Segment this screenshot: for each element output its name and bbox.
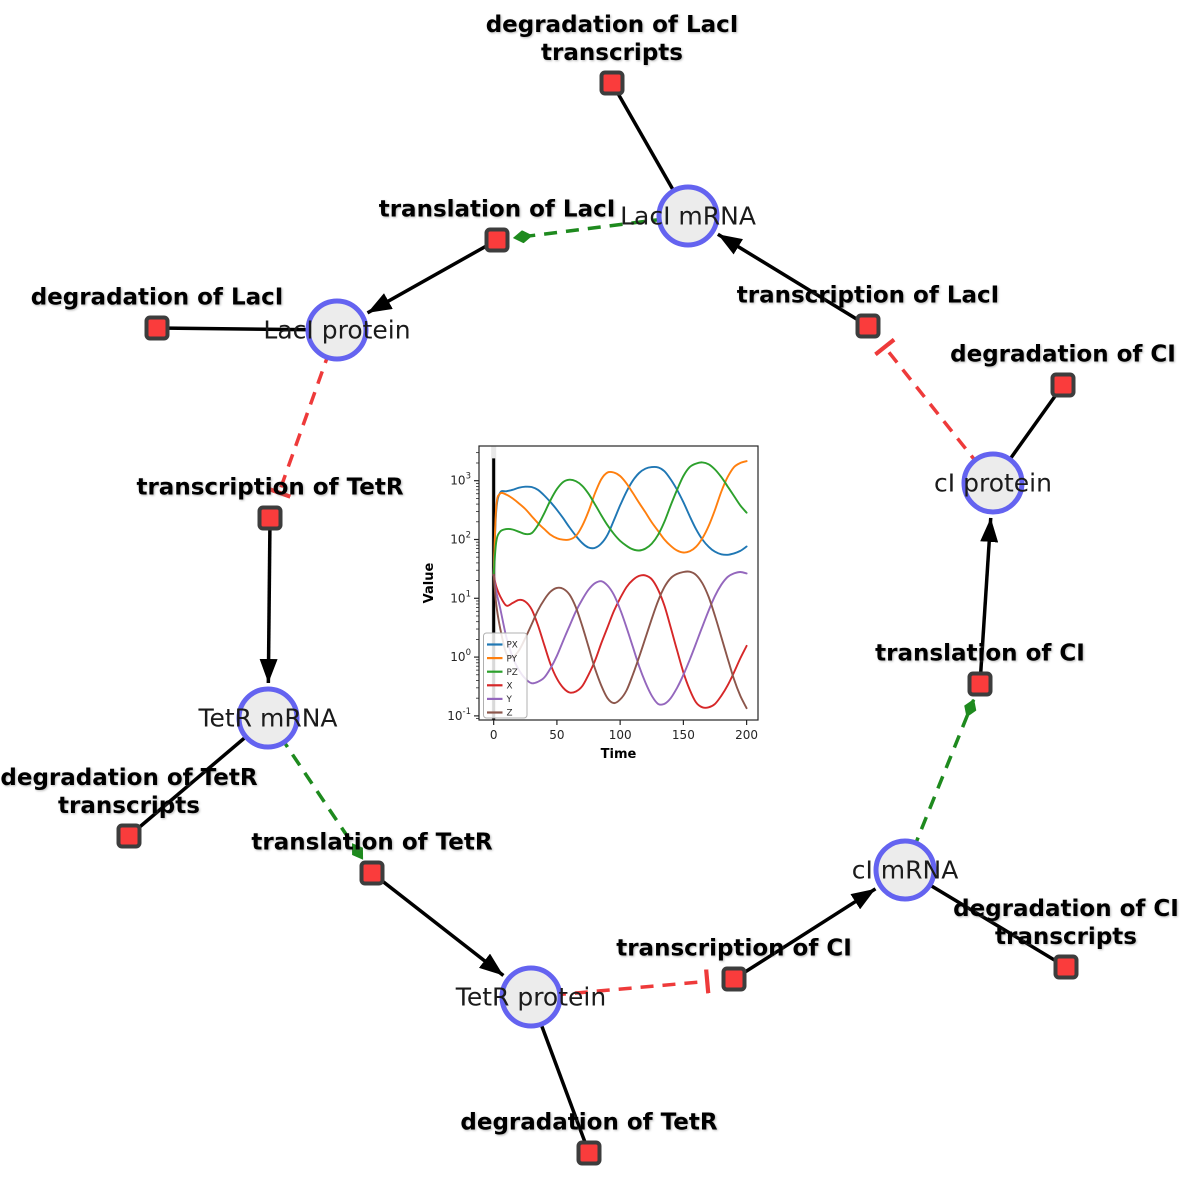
chart-xtick-50: 50: [549, 728, 564, 742]
chart-legend-label-PY: PY: [507, 654, 518, 664]
edge-arrow-translation-ci-to-ci-protein: [978, 517, 999, 685]
reaction-label-translation-tetr: translation of TetR: [251, 829, 493, 856]
chart-xtick-100: 100: [609, 728, 632, 742]
reaction-node-translation-tetr[interactable]: [359, 860, 385, 886]
chart-series-PX: [492, 465, 748, 576]
chart-series-X: [492, 573, 748, 709]
species-node-tetr-mrna[interactable]: [236, 686, 300, 750]
chart-xlabel: Time: [601, 747, 637, 762]
chart-xtick-0: 0: [490, 728, 498, 742]
species-label-tetr-mrna: TetR mRNA: [198, 703, 338, 733]
reaction-label-deg-tetr-transcripts: degradation of TetR transcripts: [0, 764, 258, 819]
chart-ytick-10e-1: 10-1: [447, 707, 471, 723]
reaction-node-deg-laci-transcripts[interactable]: [599, 70, 625, 96]
chart-legend: PX PY PZ XYZ: [483, 632, 528, 719]
chart-legend-label-Y: Y: [506, 695, 513, 705]
species-label-laci-mrna: LacI mRNA: [620, 201, 756, 231]
species-label-laci-protein: LacI protein: [263, 315, 411, 345]
chart-legend-label-X: X: [507, 682, 513, 692]
reaction-label-transcription-laci: transcription of LacI: [736, 282, 1000, 309]
chart-series-Y: [492, 571, 748, 706]
reaction-node-transcription-laci[interactable]: [855, 313, 881, 339]
species-label-ci-protein: cI protein: [934, 468, 1052, 498]
reaction-node-deg-tetr[interactable]: [576, 1140, 602, 1166]
reaction-node-deg-ci[interactable]: [1050, 372, 1076, 398]
edge-arrow-transcription-ci-to-ci-mrna: [733, 887, 877, 981]
edge-arrow-translation-laci-to-laci-protein: [366, 238, 498, 315]
reaction-node-deg-tetr-transcripts[interactable]: [116, 823, 142, 849]
reaction-node-translation-laci[interactable]: [484, 227, 510, 253]
chart-legend-label-Z: Z: [507, 709, 513, 719]
reaction-label-translation-ci: translation of CI: [875, 640, 1085, 667]
chart-ytick-10e0: 100: [450, 648, 471, 664]
species-node-ci-mrna[interactable]: [873, 838, 937, 902]
reaction-label-transcription-ci: transcription of CI: [616, 935, 852, 962]
species-label-tetr-protein: TetR protein: [455, 982, 607, 1012]
reaction-node-transcription-tetr[interactable]: [257, 505, 283, 531]
reaction-node-deg-laci[interactable]: [144, 315, 170, 341]
chart-legend-label-PZ: PZ: [507, 668, 518, 678]
reaction-node-transcription-ci[interactable]: [721, 966, 747, 992]
chart-xtick-150: 150: [672, 728, 695, 742]
species-node-tetr-protein[interactable]: [499, 965, 563, 1029]
reaction-label-deg-laci: degradation of LacI: [30, 284, 284, 311]
reaction-label-transcription-tetr: transcription of TetR: [136, 474, 404, 501]
reaction-label-deg-ci-transcripts: degradation of CI transcripts: [953, 895, 1179, 950]
reaction-label-translation-laci: translation of LacI: [378, 196, 616, 223]
species-node-laci-protein[interactable]: [305, 298, 369, 362]
species-node-laci-mrna[interactable]: [656, 184, 720, 248]
species-node-ci-protein[interactable]: [961, 451, 1025, 515]
reaction-node-translation-ci[interactable]: [967, 671, 993, 697]
edge-arrow-transcription-laci-to-laci-mrna: [716, 232, 869, 328]
edge-arrow-transcription-tetr-to-tetr-mrna: [259, 517, 278, 684]
chart-series-PY: [492, 460, 748, 576]
reaction-label-deg-ci: degradation of CI: [950, 341, 1176, 368]
reaction-label-deg-tetr: degradation of TetR: [460, 1109, 718, 1136]
reaction-node-deg-ci-transcripts[interactable]: [1053, 954, 1079, 980]
chart-ytick-10e3: 103: [450, 472, 471, 488]
chart-xtick-200: 200: [735, 728, 758, 742]
chart-legend-label-PX: PX: [507, 641, 518, 651]
edge-arrow-translation-tetr-to-tetr-protein: [370, 871, 505, 977]
chart-ylabel: Value: [422, 562, 437, 603]
species-label-ci-mrna: cI mRNA: [851, 855, 959, 885]
chart-ytick-10e1: 101: [450, 589, 471, 605]
chart-ytick-10e2: 102: [450, 530, 471, 546]
chart-series-Z: [492, 570, 748, 710]
reaction-label-deg-laci-transcripts: degradation of LacI transcripts: [485, 11, 739, 66]
chart-series-PZ: [492, 461, 748, 576]
